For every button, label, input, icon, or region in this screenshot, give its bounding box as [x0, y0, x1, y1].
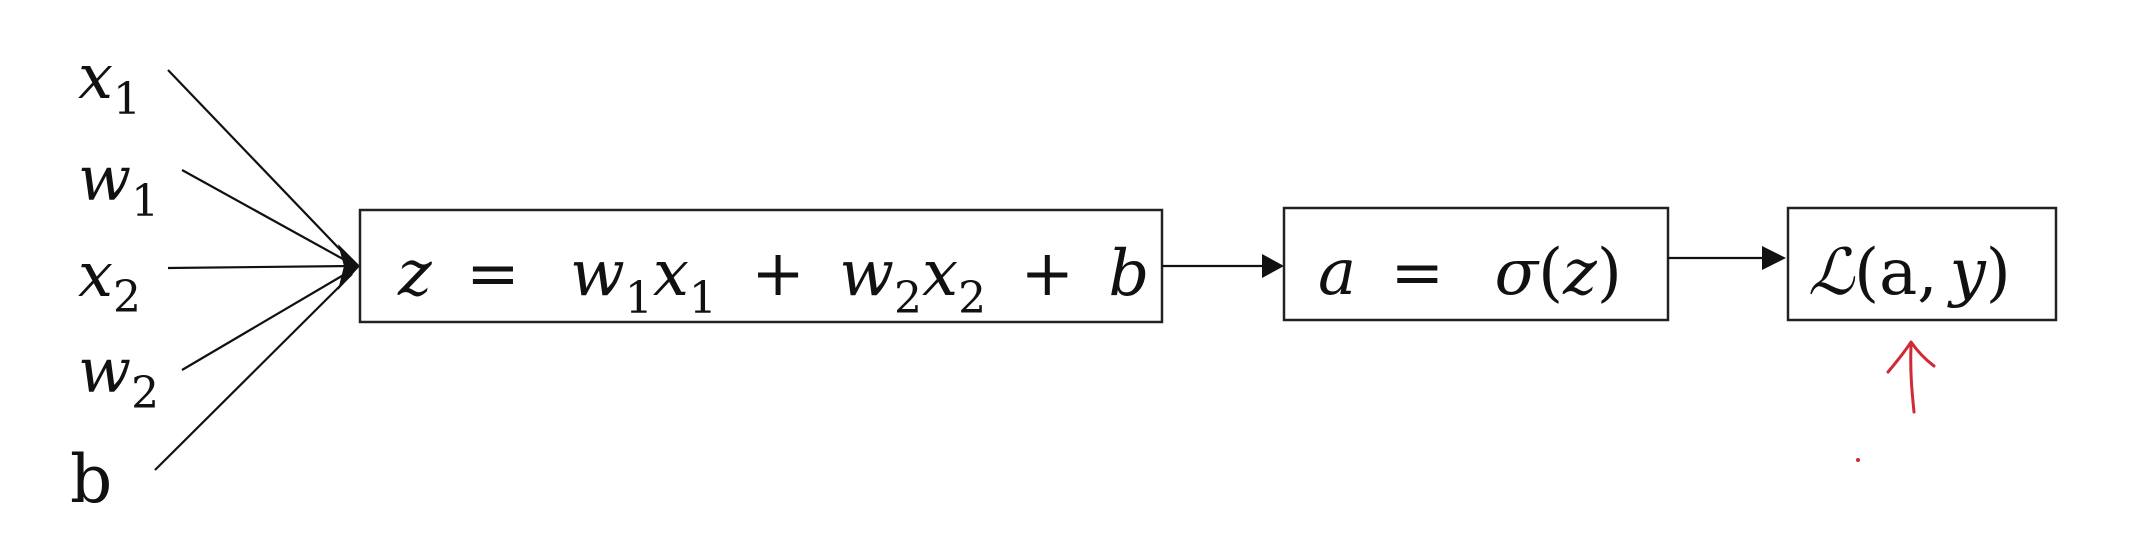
wire-w1: [181, 169, 353, 265]
node-linear-box: [358, 208, 1164, 324]
input-w2: w2: [78, 334, 159, 419]
annotation-arrow-head: [1886, 340, 1936, 374]
node-loss-expression: ℒ(a, y): [1808, 236, 2011, 310]
input-b: b: [70, 441, 112, 518]
annotation-dot: [1856, 458, 1860, 462]
input-wires: [154, 69, 360, 471]
wire-merge-arrowhead: [338, 244, 360, 290]
input-labels: x1 w1 x2 w2 b: [70, 40, 159, 518]
wire-x1: [167, 69, 353, 263]
node-linear-expression: z = w1x1 + w2x2 + b: [397, 237, 1149, 329]
annotation-arrow-shaft: [1909, 344, 1916, 414]
node-activation-box: [1282, 206, 1670, 322]
wire-x2: [167, 264, 353, 270]
node-loss: ℒ(a, y): [1786, 206, 2058, 322]
node-activation: a = σ(z): [1282, 206, 1670, 322]
node-loss-box: [1786, 206, 2058, 322]
input-w1: w1: [78, 142, 159, 227]
input-x1: x1: [78, 40, 141, 125]
wire-b: [154, 273, 353, 471]
arrow-linear-to-activation: [1162, 254, 1284, 278]
annotation-arrow: [1856, 340, 1936, 462]
input-x2: x2: [78, 238, 141, 323]
node-activation-expression: a = σ(z): [1318, 236, 1622, 310]
wire-w2: [181, 269, 353, 371]
arrow-activation-to-loss: [1668, 246, 1786, 270]
node-linear: z = w1x1 + w2x2 + b: [358, 208, 1164, 329]
